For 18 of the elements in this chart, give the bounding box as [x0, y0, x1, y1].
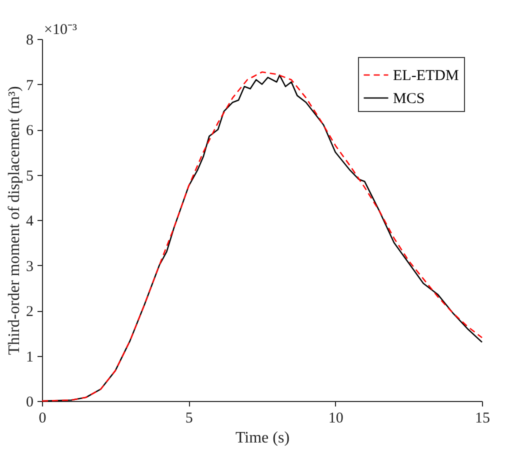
x-tick-label: 15	[475, 410, 490, 426]
y-tick-label: 8	[26, 32, 34, 48]
y-tick-label: 4	[26, 214, 34, 230]
x-tick-label: 0	[38, 410, 46, 426]
y-tick-label: 2	[26, 304, 34, 320]
legend-label: EL-ETDM	[393, 68, 459, 84]
y-tick-label: 0	[26, 394, 34, 410]
y-axis-title: Third-order moment of displacement (m³)	[6, 86, 23, 355]
y-tick-label: 1	[26, 349, 34, 366]
x-axis-title: Time (s)	[235, 430, 290, 446]
y-tick-label: 5	[26, 168, 34, 184]
x-tick-label: 5	[185, 410, 193, 426]
y-tick-label: 6	[26, 123, 34, 139]
text: ×10⁻³	[44, 22, 78, 38]
legend-label: MCS	[393, 91, 425, 107]
y-tick-label: 3	[26, 258, 34, 275]
x-tick-label: 10	[328, 410, 344, 426]
y-tick-label: 7	[26, 78, 34, 94]
